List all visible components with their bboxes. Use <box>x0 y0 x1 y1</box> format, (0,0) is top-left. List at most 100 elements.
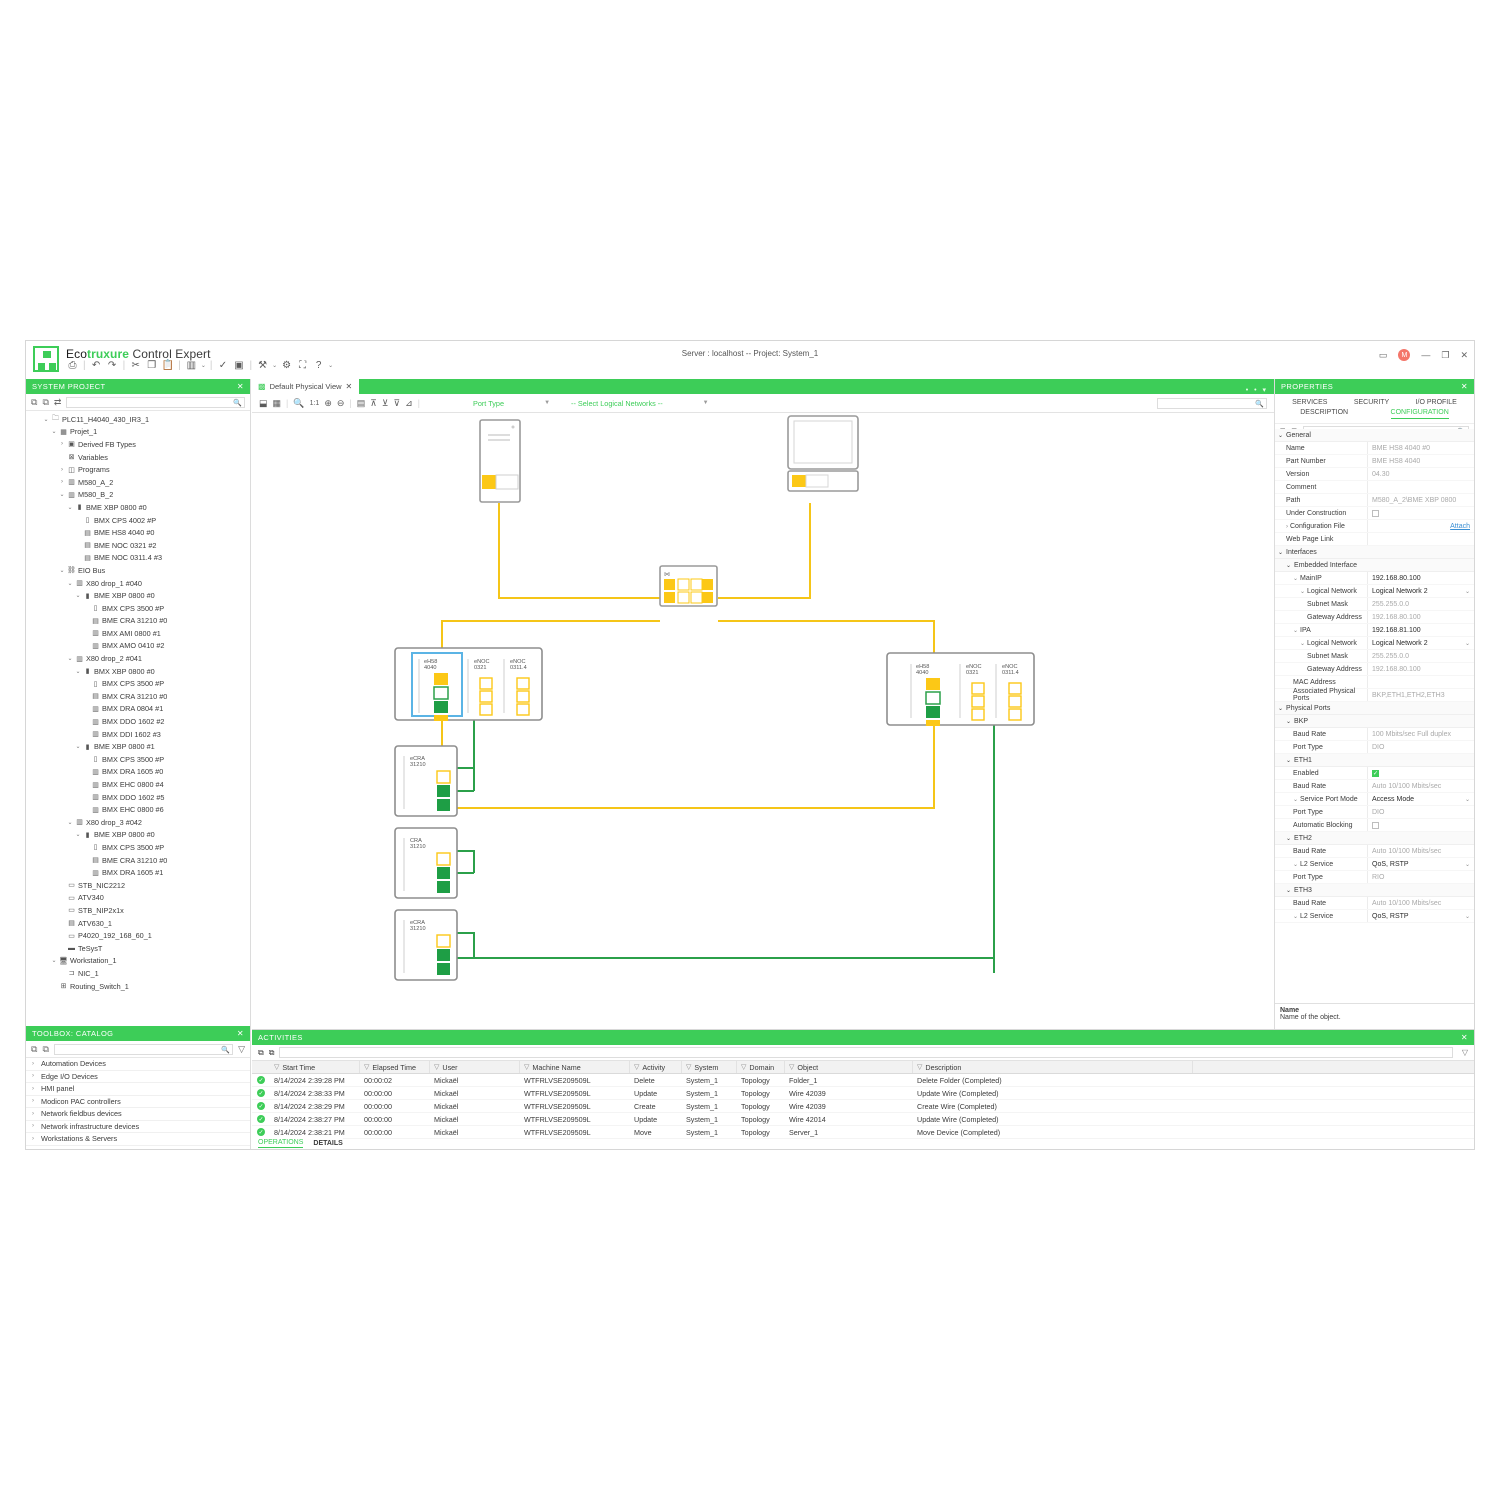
tree-item[interactable]: ▤ BME NOC 0321 #2 <box>26 539 250 552</box>
chevron-down-icon[interactable]: ⌄ <box>1286 718 1292 725</box>
zoom-actual-icon[interactable]: 1:1 <box>309 399 320 407</box>
tree-item[interactable]: ▤ BME CRA 31210 #0 <box>26 854 250 867</box>
tree-item[interactable]: ⌄ ▥ X80 drop_2 #041 <box>26 652 250 665</box>
checkbox-icon[interactable] <box>1372 821 1379 829</box>
cut-icon[interactable]: ✂ <box>131 360 140 371</box>
chevron-down-icon[interactable]: ⌄ <box>59 567 65 574</box>
filter-icon[interactable]: ▽ <box>741 1064 747 1071</box>
properties-section[interactable]: ⌄ Physical Ports <box>1275 702 1474 715</box>
properties-value[interactable]: Access Mode ⌄ <box>1367 793 1474 805</box>
tabstrip-overflow-icon[interactable]: • • ▾ <box>1245 387 1268 394</box>
tree-item[interactable]: ⊞ Routing_Switch_1 <box>26 980 250 993</box>
distribute-icon[interactable]: ⊿ <box>405 397 413 408</box>
port-type-dropdown[interactable]: Port Type ▼ <box>473 399 550 408</box>
tree-item[interactable]: ⌄ ▥ X80 drop_1 #040 <box>26 577 250 590</box>
toolbox-close-icon[interactable]: ✕ <box>236 1029 244 1038</box>
properties-section[interactable]: ⌄ ETH1 <box>1275 754 1474 767</box>
activities-collapse-icon[interactable]: ⧉ <box>258 1047 264 1057</box>
activities-expand-icon[interactable]: ⧉ <box>268 1047 275 1057</box>
filter-icon[interactable]: ▽ <box>524 1064 530 1071</box>
tree-item[interactable]: ⌄ ⛓ EIO Bus <box>26 564 250 577</box>
filter-icon[interactable]: ▽ <box>634 1064 640 1071</box>
toolbox-category[interactable]: › Edge I/O Devices <box>26 1071 250 1083</box>
activities-filter-icon[interactable]: ▽ <box>1461 1048 1468 1057</box>
chevron-down-icon[interactable]: ⌄ <box>200 363 206 369</box>
properties-tab-i-o-profile[interactable]: I/O PROFILE <box>1415 399 1457 406</box>
collapse-all-icon[interactable]: ⧉ <box>31 396 38 407</box>
chevron-right-icon[interactable]: › <box>61 466 63 473</box>
chevron-down-icon[interactable]: ⌄ <box>1464 861 1470 868</box>
chevron-down-icon[interactable]: ⌄ <box>1293 575 1299 582</box>
chevron-right-icon[interactable]: › <box>32 1135 34 1142</box>
table-row[interactable]: ✓ 8/14/2024 2:38:21 PM 00:00:00 Mickaël WTFR… <box>252 1126 1474 1139</box>
tree-item[interactable]: ⌄ ▮ BME XBP 0800 #0 <box>26 589 250 602</box>
paste-icon[interactable]: 📋 <box>161 360 174 371</box>
chevron-down-icon[interactable]: ⌄ <box>1293 796 1299 803</box>
toolbox-category[interactable]: › Workstations & Servers <box>26 1133 250 1146</box>
tree-item[interactable]: ⌄ ▦ Projet_1 <box>26 426 250 439</box>
align-right-icon[interactable]: ⊽ <box>393 397 401 408</box>
activities-search-input[interactable] <box>279 1047 1453 1058</box>
chevron-down-icon[interactable]: ⌄ <box>1464 588 1470 595</box>
activities-close-icon[interactable]: ✕ <box>1460 1033 1468 1042</box>
tree-item[interactable]: ⊠ Variables <box>26 451 250 464</box>
checkbox-icon[interactable]: ✓ <box>1372 769 1379 777</box>
chevron-down-icon[interactable]: ⌄ <box>51 429 57 436</box>
column-header[interactable]: ▽ Activity <box>630 1061 682 1073</box>
chevron-down-icon[interactable]: ⌄ <box>1464 796 1470 803</box>
attach-link[interactable]: Attach <box>1450 522 1470 530</box>
toolbox-expand-icon[interactable]: ⧉ <box>42 1043 49 1054</box>
filter-icon[interactable]: ▽ <box>364 1064 370 1071</box>
chevron-down-icon[interactable]: ⌄ <box>75 668 81 675</box>
tree-item[interactable]: ▥ BMX DDO 1602 #5 <box>26 791 250 804</box>
chevron-down-icon[interactable]: ⌄ <box>67 580 73 587</box>
toolbox-category[interactable]: › Network fieldbus devices <box>26 1108 250 1121</box>
properties-section[interactable]: ⌄ Embedded Interface <box>1275 559 1474 572</box>
tab-default-physical-view[interactable]: ▩ Default Physical View ✕ <box>252 379 360 394</box>
properties-section[interactable]: ⌄ Interfaces <box>1275 546 1474 559</box>
avatar[interactable]: M <box>1398 349 1411 361</box>
chevron-right-icon[interactable]: › <box>32 1073 34 1080</box>
chevron-down-icon[interactable]: ⌄ <box>328 363 334 369</box>
tree-item[interactable]: ▥ BMX DRA 1605 #0 <box>26 766 250 779</box>
filter-icon[interactable]: ▽ <box>434 1064 440 1071</box>
column-header[interactable]: ▽ Object <box>785 1061 913 1073</box>
chevron-down-icon[interactable]: ⌄ <box>1464 640 1470 647</box>
chevron-down-icon[interactable]: ⌄ <box>67 504 73 511</box>
zoom-in-icon[interactable]: ⊕ <box>324 397 332 408</box>
tree-item[interactable]: ▤ BME HS8 4040 #0 <box>26 526 250 539</box>
column-header[interactable]: ▽ Description <box>913 1061 1193 1073</box>
toolbox-category[interactable]: › HMI panel <box>26 1083 250 1096</box>
properties-tab-configuration[interactable]: CONFIGURATION <box>1390 409 1449 419</box>
redo-icon[interactable]: ↷ <box>107 360 117 371</box>
bottom-tab-details[interactable]: DETAILS <box>313 1139 343 1147</box>
settings-icon[interactable]: ⚙ <box>282 360 292 371</box>
tree-item[interactable]: ▥ BMX DDI 1602 #3 <box>26 728 250 741</box>
zoom-out-icon[interactable]: ⊖ <box>336 397 345 408</box>
tree-item[interactable]: ▥ BMX AMI 0800 #1 <box>26 627 250 640</box>
zoom-icon[interactable]: 🔍 <box>293 397 305 408</box>
tree-item[interactable]: ▯ BMX CPS 3500 #P <box>26 753 250 766</box>
tree-item[interactable]: ▭ ATV340 <box>26 892 250 905</box>
print-icon[interactable]: ⎙ <box>68 360 77 371</box>
restore-icon[interactable]: ❐ <box>1441 349 1450 360</box>
column-header[interactable]: ▽ Elapsed Time <box>360 1061 430 1073</box>
chevron-down-icon[interactable]: ⌄ <box>1464 913 1470 920</box>
toolbox-category[interactable]: › Modicon PAC controllers <box>26 1096 250 1108</box>
column-header[interactable]: ▽ Start Time <box>270 1061 360 1073</box>
filter-icon[interactable]: ▽ <box>686 1064 692 1071</box>
tree-item[interactable]: ▤ BMX CRA 31210 #0 <box>26 690 250 703</box>
properties-section[interactable]: ⌄ BKP <box>1275 715 1474 728</box>
column-header[interactable]: ▽ Machine Name <box>520 1061 630 1073</box>
properties-checkbox[interactable]: ✓ <box>1367 767 1474 779</box>
chevron-down-icon[interactable]: ⌄ <box>75 832 81 839</box>
toolbox-filter-icon[interactable]: ▽ <box>238 1043 245 1054</box>
chevron-down-icon[interactable]: ⌄ <box>43 416 49 423</box>
tree-item[interactable]: ▭ STB_NIC2212 <box>26 879 250 892</box>
tree-item[interactable]: ⌄ 🗀 PLC11_H4040_430_IR3_1 <box>26 413 250 426</box>
chevron-down-icon[interactable]: ⌄ <box>1286 757 1292 764</box>
properties-checkbox[interactable] <box>1367 819 1474 831</box>
properties-tab-services[interactable]: SERVICES <box>1292 399 1328 406</box>
tree-item[interactable]: ▥ BMX EHC 0800 #6 <box>26 803 250 816</box>
table-row[interactable]: ✓ 8/14/2024 2:39:28 PM 00:00:02 Mickaël WTFR… <box>252 1074 1474 1087</box>
